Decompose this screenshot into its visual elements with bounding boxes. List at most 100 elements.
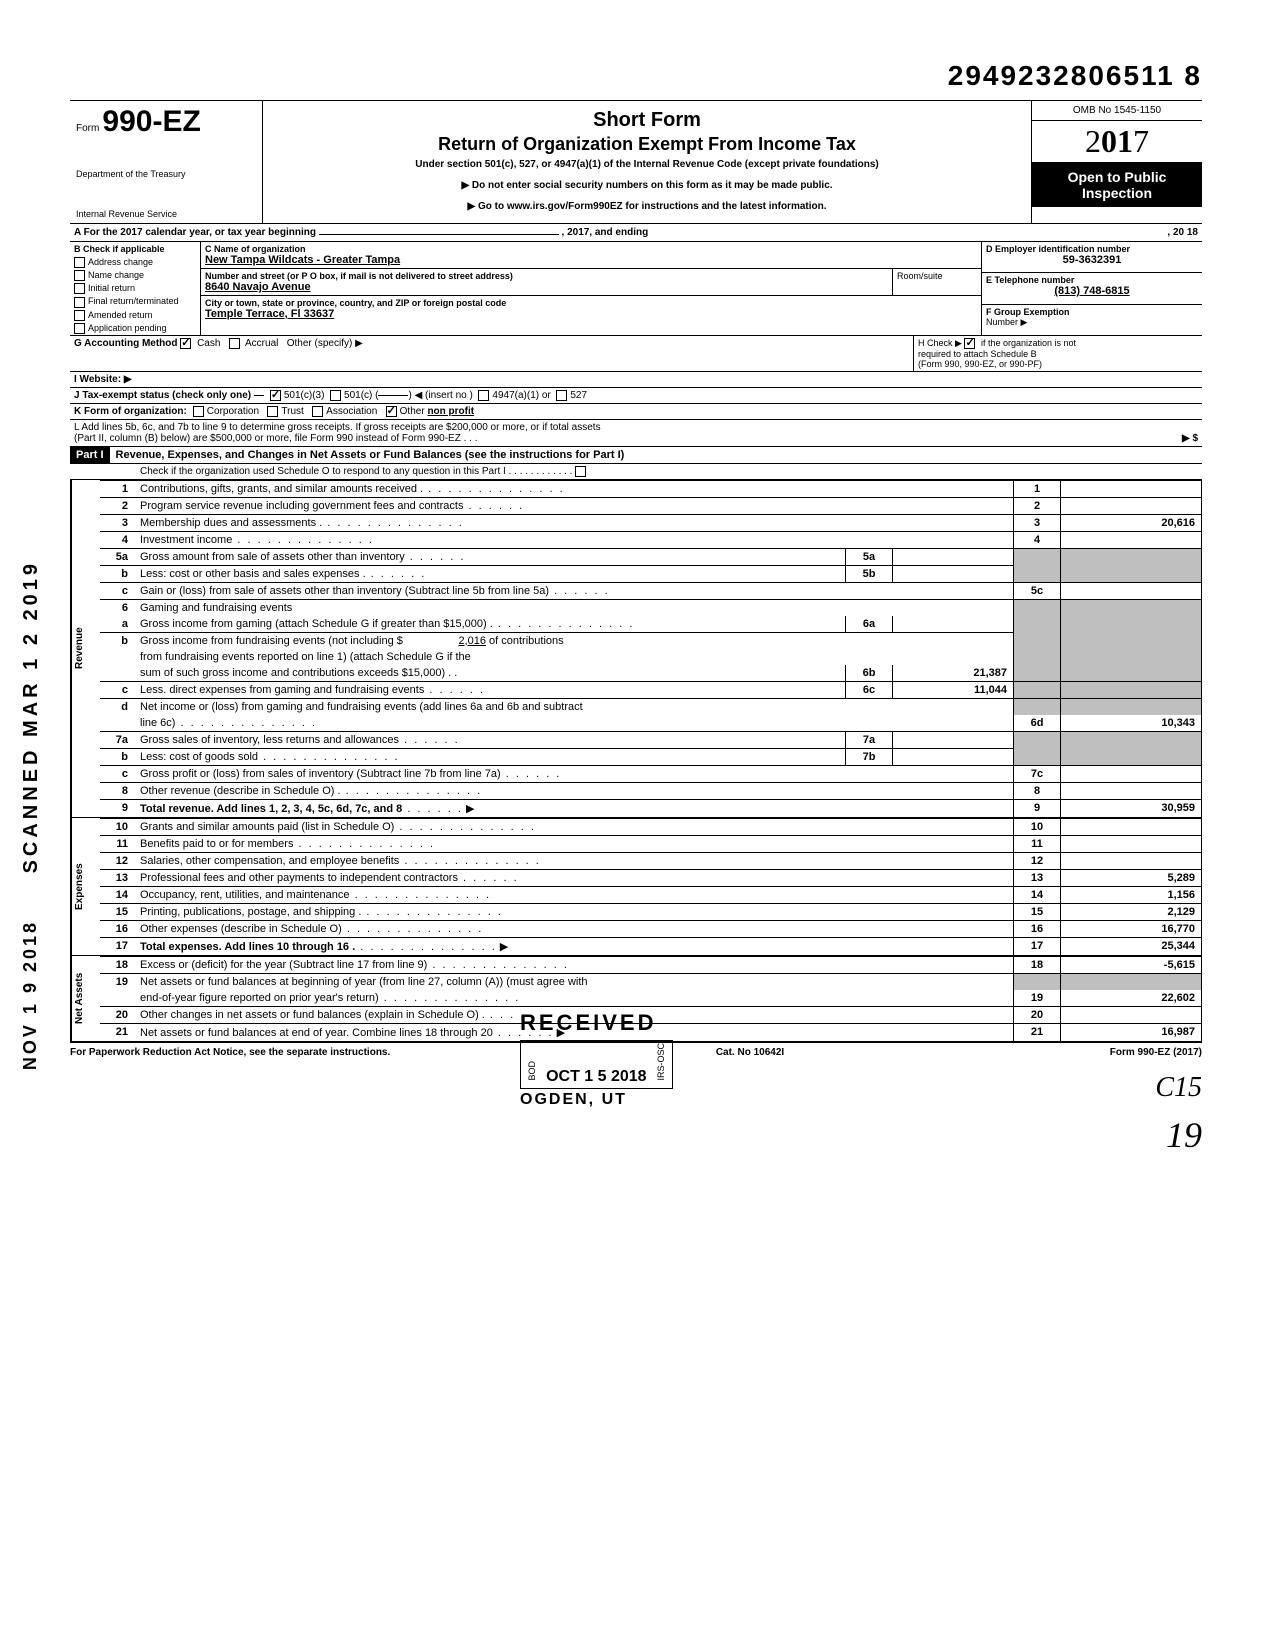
row-k-form-org: K Form of organization: Corporation Trus… xyxy=(70,404,1202,420)
year-suffix: 7 xyxy=(1133,123,1149,159)
tax-year: 2017 xyxy=(1032,121,1202,163)
checkbox-initial-return[interactable] xyxy=(74,283,85,294)
line-6b-pre: Gross income from fundraising events (no… xyxy=(140,635,403,647)
checkbox-501c3[interactable] xyxy=(270,390,281,401)
label-527: 527 xyxy=(570,390,587,401)
checkbox-schedule-o[interactable] xyxy=(575,466,586,477)
label-4947: 4947(a)(1) or xyxy=(492,390,550,401)
ogden-text: OGDEN, UT xyxy=(520,1091,673,1109)
label-name-change: Name change xyxy=(88,270,144,280)
row-a-mid: , 2017, and ending xyxy=(562,227,649,238)
line-6-text: Gaming and fundraising events xyxy=(140,602,292,614)
line-21-text: Net assets or fund balances at end of ye… xyxy=(140,1027,493,1039)
label-association: Association xyxy=(326,406,377,417)
label-corporation: Corporation xyxy=(207,406,259,417)
form-number: 990-EZ xyxy=(102,105,200,138)
omb-number: OMB No 1545-1150 xyxy=(1032,101,1202,121)
line-9-amount: 30,959 xyxy=(1061,799,1202,817)
checkbox-other-org[interactable] xyxy=(386,406,397,417)
line-17-text: Total expenses. Add lines 10 through 16 … xyxy=(140,941,355,953)
form-prefix: Form xyxy=(76,123,99,134)
checkbox-corporation[interactable] xyxy=(193,406,204,417)
row-h-text3: required to attach Schedule B xyxy=(918,349,1037,359)
part1-header-row: Part I Revenue, Expenses, and Changes in… xyxy=(70,447,1202,464)
row-h-text1: H Check ▶ xyxy=(918,338,962,348)
line-7c-text: Gross profit or (loss) from sales of inv… xyxy=(140,768,501,780)
checkbox-name-change[interactable] xyxy=(74,270,85,281)
line-6d-text: Net income or (loss) from gaming and fun… xyxy=(136,698,1014,715)
title-return: Return of Organization Exempt From Incom… xyxy=(269,134,1025,155)
line-5a-text: Gross amount from sale of assets other t… xyxy=(140,551,405,563)
line-20-text: Other changes in net assets or fund bala… xyxy=(140,1009,485,1021)
subtitle: Under section 501(c), 527, or 4947(a)(1)… xyxy=(269,159,1025,170)
checkbox-cash[interactable] xyxy=(180,338,191,349)
checkbox-h[interactable] xyxy=(964,338,975,349)
checkbox-application-pending[interactable] xyxy=(74,323,85,334)
checkbox-501c[interactable] xyxy=(330,390,341,401)
expense-lines: 10Grants and similar amounts paid (list … xyxy=(100,818,1201,955)
expenses-section: Expenses 10Grants and similar amounts pa… xyxy=(70,817,1202,955)
line-5c-text: Gain or (loss) from sale of assets other… xyxy=(140,585,549,597)
checkbox-accrual[interactable] xyxy=(229,338,240,349)
label-cash: Cash xyxy=(197,338,220,349)
label-other-org: Other xyxy=(400,406,425,417)
line-13-text: Professional fees and other payments to … xyxy=(140,872,458,884)
label-final-return: Final return/terminated xyxy=(88,296,179,306)
row-a-text: A For the 2017 calendar year, or tax yea… xyxy=(74,227,316,238)
line-6b-text2: from fundraising events reported on line… xyxy=(136,649,1014,665)
checkbox-association[interactable] xyxy=(312,406,323,417)
line-16-amount: 16,770 xyxy=(1061,920,1202,937)
revenue-section: Revenue 1Contributions, gifts, grants, a… xyxy=(70,480,1202,817)
side-label-expenses: Expenses xyxy=(71,818,100,955)
org-name: New Tampa Wildcats - Greater Tampa xyxy=(205,254,977,266)
part1-tag: Part I xyxy=(70,447,110,463)
header-grid: B Check if applicable Address change Nam… xyxy=(70,242,1202,336)
label-group-exemption: F Group Exemption xyxy=(986,307,1198,317)
org-city: Temple Terrace, Fl 33637 xyxy=(205,308,977,320)
label-city: City or town, state or province, country… xyxy=(205,298,977,308)
row-a-calendar-year: A For the 2017 calendar year, or tax yea… xyxy=(70,224,1202,242)
row-l: L Add lines 5b, 6c, and 7b to line 9 to … xyxy=(70,420,1202,447)
label-website: I Website: ▶ xyxy=(74,374,132,385)
open-line1: Open to Public xyxy=(1034,169,1200,185)
line-6b-text3: sum of such gross income and contributio… xyxy=(140,667,457,679)
dept-treasury: Department of the Treasury xyxy=(76,169,256,179)
line-3-amount: 20,616 xyxy=(1061,514,1202,531)
line-5b-text: Less: cost or other basis and sales expe… xyxy=(140,568,366,580)
checkbox-527[interactable] xyxy=(556,390,567,401)
label-form-org: K Form of organization: xyxy=(74,406,187,417)
line-6b-amount-inline: 2,016 xyxy=(406,635,486,647)
label-phone: E Telephone number xyxy=(986,275,1198,285)
checkbox-4947[interactable] xyxy=(478,390,489,401)
line-12-text: Salaries, other compensation, and employ… xyxy=(140,855,399,867)
footer-mid: Cat. No 10642I xyxy=(716,1047,784,1058)
scanned-stamp: SCANNED MAR 1 2 2019 xyxy=(20,560,43,873)
checkbox-trust[interactable] xyxy=(267,406,278,417)
label-initial-return: Initial return xyxy=(88,283,135,293)
line-19-amount: 22,602 xyxy=(1061,990,1202,1007)
line-3-text: Membership dues and assessments . xyxy=(140,517,322,529)
title-short-form: Short Form xyxy=(269,109,1025,132)
checkbox-address-change[interactable] xyxy=(74,257,85,268)
row-h-text2: if the organization is not xyxy=(981,338,1076,348)
line-8-text: Other revenue (describe in Schedule O) . xyxy=(140,785,341,797)
label-address: Number and street (or P O box, if mail i… xyxy=(205,271,888,281)
section-def: D Employer identification number 59-3632… xyxy=(981,242,1202,335)
received-date: OCT 1 5 2018 xyxy=(546,1068,647,1085)
line-19-text: Net assets or fund balances at beginning… xyxy=(136,973,1014,990)
label-501c: 501(c) ( xyxy=(344,390,378,401)
line-15-text: Printing, publications, postage, and shi… xyxy=(140,906,361,918)
checkbox-final-return[interactable] xyxy=(74,297,85,308)
section-b: B Check if applicable Address change Nam… xyxy=(70,242,201,335)
checkbox-amended-return[interactable] xyxy=(74,310,85,321)
line-6c-text: Less. direct expenses from gaming and fu… xyxy=(140,684,424,696)
open-line2: Inspection xyxy=(1034,185,1200,201)
label-insert-no: ) ◀ (insert no ) xyxy=(408,390,472,401)
label-group-number: Number ▶ xyxy=(986,317,1198,328)
label-501c3: 501(c)(3) xyxy=(284,390,325,401)
line-6d-text2: line 6c) xyxy=(140,717,175,729)
row-l-text2: (Part II, column (B) below) are $500,000… xyxy=(74,433,478,444)
nov-stamp: NOV 1 9 2018 xyxy=(20,920,41,1070)
received-stamp-block: RECEIVED BOD OCT 1 5 2018 IRS-OSC OGDEN,… xyxy=(520,1010,673,1109)
footer-left: For Paperwork Reduction Act Notice, see … xyxy=(70,1047,390,1058)
